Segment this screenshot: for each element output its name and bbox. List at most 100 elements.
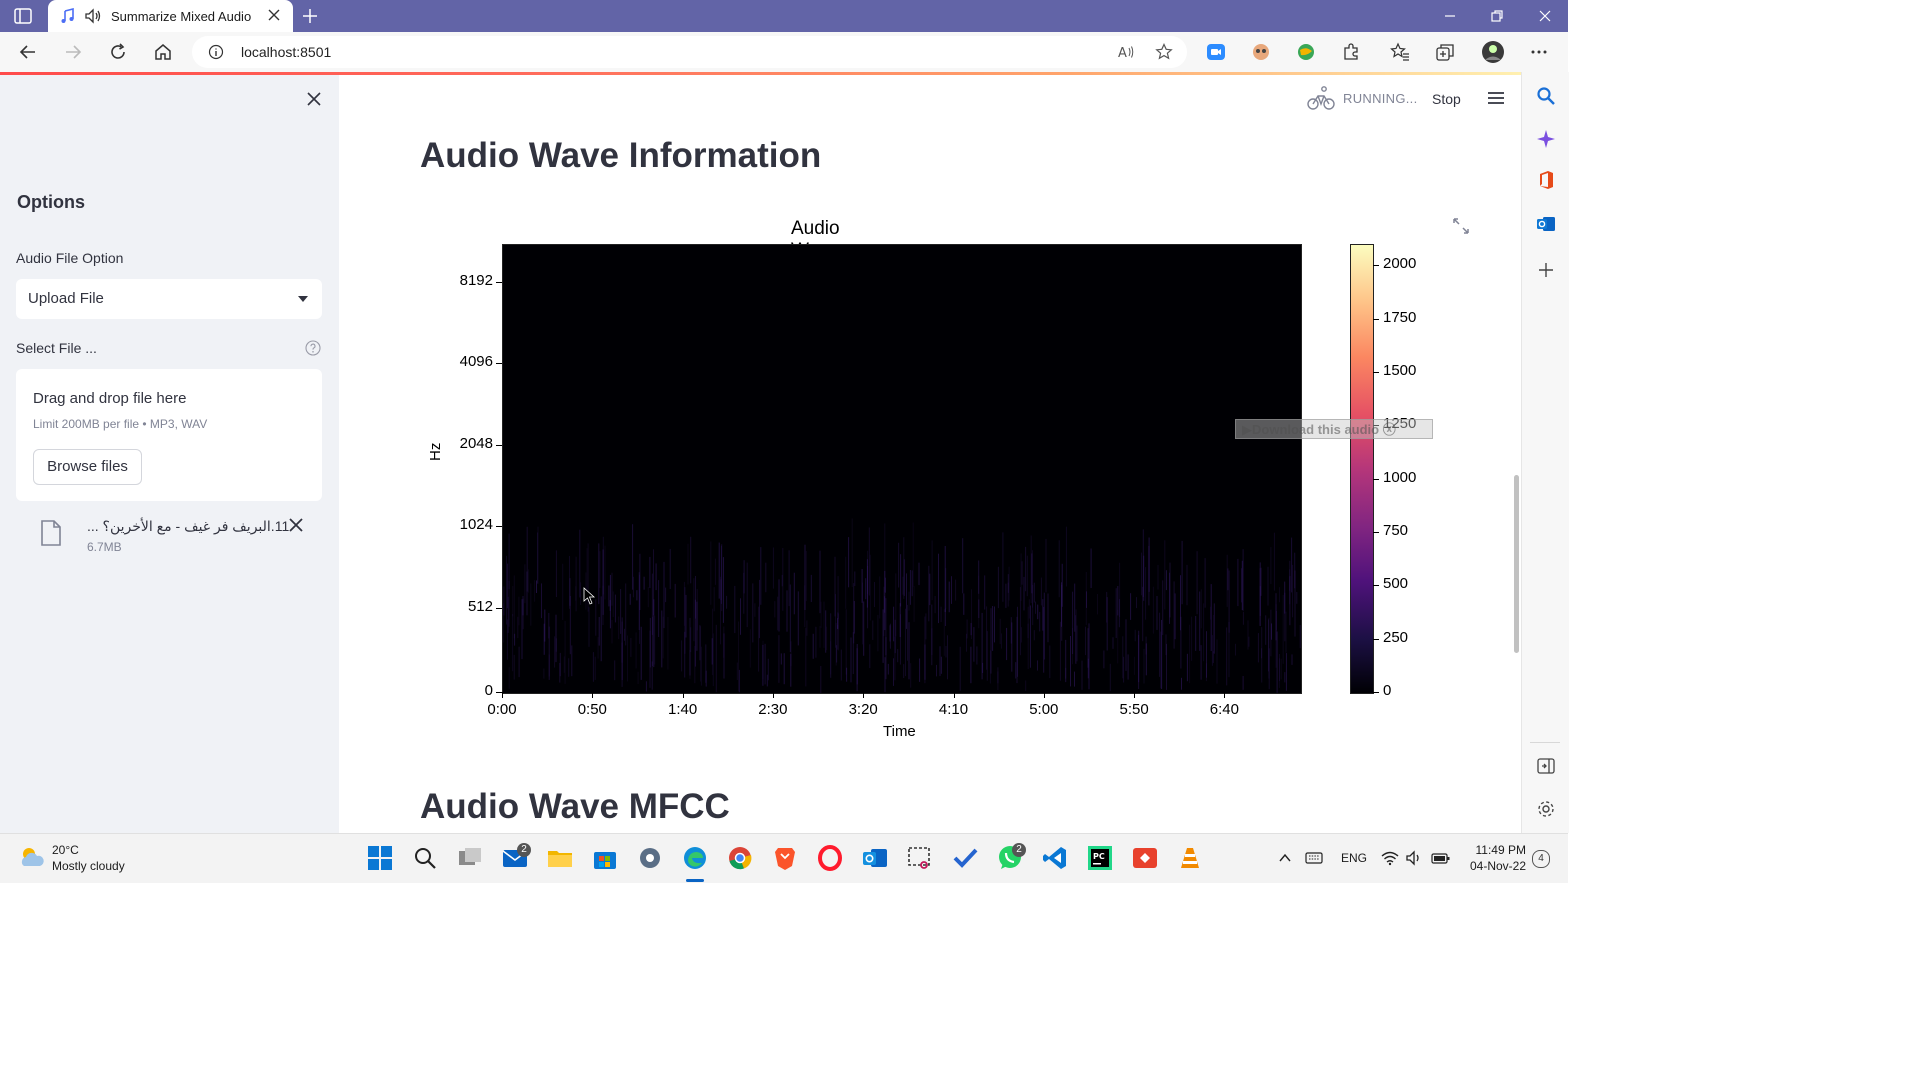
add-plus-icon[interactable] [1536,260,1556,280]
globe-extension-icon[interactable] [1296,42,1316,62]
x-tick-mark [1224,692,1226,698]
home-icon[interactable] [153,42,173,62]
weather-cloudy-icon[interactable] [18,844,46,870]
notification-count-badge[interactable]: 4 [1532,850,1550,868]
close-sidebar-icon[interactable] [306,91,322,107]
colorbar-tick-label: 500 [1383,575,1409,593]
audio-file-option-label: Audio File Option [16,250,124,266]
help-question-icon[interactable] [305,340,321,356]
search-icon[interactable] [1536,86,1556,106]
git-app-icon[interactable] [1131,844,1159,872]
speaker-audio-playing-icon[interactable] [84,8,102,24]
outlook-icon[interactable] [1536,214,1556,234]
uploaded-file-name: 11.البريف فر غيف - مع الأخرين؟ ... [87,518,290,534]
settings-gear-app-icon[interactable] [636,844,664,872]
site-info-icon[interactable] [208,44,224,60]
system-clock[interactable]: 11:49 PM 04-Nov-22 [1466,842,1526,874]
audio-file-option-select[interactable]: Upload File [16,279,322,319]
microsoft-store-icon[interactable] [591,844,619,872]
face-extension-icon[interactable] [1251,42,1271,62]
hide-sidebar-icon[interactable] [1536,756,1556,776]
url-text: localhost:8501 [241,44,332,60]
section-heading-audio-wave-mfcc: Audio Wave MFCC [420,787,730,826]
browse-files-button[interactable]: Browse files [33,449,142,485]
colorbar-tick-mark [1373,478,1379,480]
file-dropzone[interactable]: Drag and drop file here Limit 200MB per … [16,369,322,501]
pycharm-icon[interactable]: PC [1086,844,1114,872]
page-scrollbar[interactable] [1514,475,1519,653]
svg-text:A: A [1118,46,1127,61]
minimize-icon[interactable] [1440,6,1460,26]
office-icon[interactable] [1536,170,1556,190]
edge-sidebar-divider [1530,742,1560,743]
x-tick-label: 5:50 [1119,701,1149,718]
section-heading-audio-wave-information: Audio Wave Information [420,136,822,175]
x-tick-label: 0:00 [487,701,517,718]
collections-icon[interactable] [1435,42,1455,62]
active-app-indicator [686,879,704,882]
language-indicator[interactable]: ENG [1341,851,1368,865]
colorbar [1350,244,1374,694]
vlc-icon[interactable] [1176,844,1204,872]
colorbar-tick-mark [1373,532,1379,533]
file-icon [41,520,61,546]
x-tick-label: 4:10 [938,701,969,718]
y-tick-label: 2048 [459,435,493,452]
colorbar-tick-label: 750 [1383,522,1409,539]
zoom-extension-icon[interactable] [1206,42,1226,62]
x-tick-label: 5:00 [1029,701,1059,718]
stop-button[interactable]: Stop [1432,91,1461,107]
volume-icon[interactable] [1405,850,1423,866]
chrome-icon[interactable] [726,844,754,872]
colorbar-tick-mark [1373,638,1379,640]
close-window-icon[interactable] [1535,6,1555,26]
url-field[interactable]: localhost:8501 A [192,36,1187,68]
gear-icon[interactable] [1536,799,1556,819]
refresh-icon[interactable] [108,42,128,62]
colorbar-tick-label: 0 [1383,682,1392,699]
discover-sparkle-icon[interactable] [1536,129,1556,149]
download-audio-overlay[interactable]: ▶Download this audio ⓧ [1235,419,1433,439]
extensions-puzzle-icon[interactable] [1341,42,1361,62]
windows-start-icon[interactable] [366,844,394,872]
hamburger-menu-icon[interactable] [1487,91,1505,105]
snipping-tool-icon[interactable] [906,844,934,872]
tab-actions-icon[interactable] [14,8,32,24]
browser-tab[interactable]: Summarize Mixed Audio [48,0,293,32]
settings-more-icon[interactable] [1529,42,1549,62]
back-arrow-icon[interactable] [18,42,38,62]
y-tick-label: 512 [467,598,493,615]
vscode-icon[interactable] [1041,844,1069,872]
add-favorite-star-icon[interactable] [1155,43,1173,61]
new-tab-plus-icon[interactable] [300,6,320,26]
outlook-taskbar-icon[interactable] [861,844,889,872]
opera-icon[interactable] [816,844,844,872]
profile-avatar-icon[interactable] [1481,40,1505,64]
brave-icon[interactable] [771,844,799,872]
close-tab-icon[interactable] [267,8,281,22]
taskbar-search-icon[interactable] [411,844,439,872]
wifi-icon[interactable] [1381,850,1399,866]
options-sidebar: Options Audio File Option Upload File Se… [0,75,339,833]
battery-charging-icon[interactable] [1431,850,1451,866]
svg-text:PC: PC [1093,852,1105,861]
todo-check-icon[interactable] [951,844,979,872]
edge-browser-icon[interactable] [681,844,709,872]
forward-arrow-icon[interactable] [63,42,83,62]
delete-file-icon[interactable] [289,518,303,532]
chevron-up-icon[interactable] [1278,851,1292,865]
favorites-icon[interactable] [1390,42,1410,62]
edge-sidebar [1521,72,1569,833]
colorbar-tick-mark [1373,372,1379,373]
x-axis-label: Time [883,723,916,740]
y-tick-label: 4096 [459,353,493,370]
keyboard-icon[interactable] [1305,850,1323,866]
file-explorer-icon[interactable] [546,844,574,872]
colorbar-tick-mark [1373,692,1379,693]
restore-icon[interactable] [1487,6,1507,26]
fullscreen-expand-icon[interactable] [1453,218,1469,234]
spectrogram-energy-texture [503,518,1301,693]
task-view-icon[interactable] [456,844,484,872]
read-aloud-icon[interactable]: A [1117,43,1135,61]
tab-title: Summarize Mixed Audio [111,8,252,24]
